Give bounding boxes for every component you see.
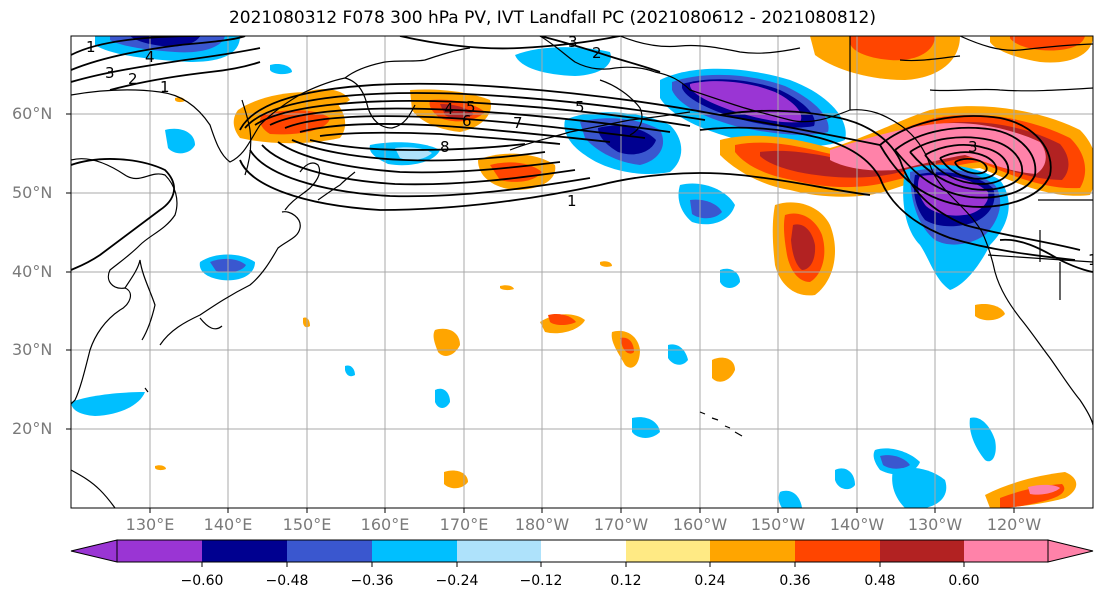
contour-label: 1 <box>160 78 170 96</box>
lat-label: 40°N <box>12 262 53 281</box>
colorbar-tick-label: 0.36 <box>779 573 811 589</box>
map-panel: 1 4 3 2 1 3 2 5 4 5 6 7 8 1 3 1 <box>71 33 1098 508</box>
colorbar-bin <box>457 540 541 562</box>
colorbar <box>70 539 1094 567</box>
colorbar-bin <box>202 540 287 562</box>
contour-label: 1 <box>567 192 577 210</box>
contour-label: 7 <box>513 114 523 132</box>
colorbar-max-extend <box>1047 539 1094 563</box>
lon-label: 140°W <box>829 515 885 534</box>
lon-label: 170°W <box>593 515 649 534</box>
colorbar-tick-label: −0.60 <box>180 573 224 589</box>
lon-label: 130°E <box>125 515 175 534</box>
lon-label: 140°E <box>203 515 253 534</box>
colorbar-tick-label: −0.12 <box>519 573 563 589</box>
contour-label: 5 <box>466 98 476 116</box>
lon-label: 180°W <box>514 515 570 534</box>
lat-label: 30°N <box>12 340 53 359</box>
contour-label: 4 <box>145 48 155 66</box>
contour-label: 2 <box>128 70 138 88</box>
colorbar-bin <box>117 540 202 562</box>
contour-label: 3 <box>105 64 115 82</box>
colorbar-bin <box>710 540 795 562</box>
colorbar-bin <box>964 540 1048 562</box>
colorbar-min-extend <box>70 539 118 563</box>
lon-label: 130°W <box>907 515 963 534</box>
colorbar-tick-label: 0.60 <box>948 573 980 589</box>
graticule <box>71 36 1093 508</box>
coastlines <box>71 36 1093 508</box>
colorbar-bin <box>626 540 710 562</box>
contour-label: 5 <box>575 98 585 116</box>
contour-label: 6 <box>462 112 472 130</box>
colorbar-bin <box>372 540 457 562</box>
contour-label: 4 <box>444 100 454 118</box>
contour-label: 3 <box>568 33 578 51</box>
lat-label: 20°N <box>12 419 53 438</box>
colorbar-tick-label: −0.36 <box>350 573 394 589</box>
contour-label: 2 <box>592 44 602 62</box>
contour-label: 3 <box>968 138 978 156</box>
colorbar-bin <box>880 540 964 562</box>
lon-label: 160°E <box>360 515 410 534</box>
lon-label: 120°W <box>986 515 1042 534</box>
colorbar-tick-label: 0.48 <box>864 573 896 589</box>
colorbar-bin <box>287 540 372 562</box>
contour-lines <box>71 36 1093 273</box>
lon-label: 170°E <box>439 515 489 534</box>
lat-label: 50°N <box>12 183 53 202</box>
contour-label-group: 1 4 3 2 1 3 2 5 4 5 6 7 8 1 3 1 <box>86 33 1098 269</box>
lon-label: 150°E <box>282 515 332 534</box>
colorbar-bin <box>795 540 880 562</box>
colorbar-outline <box>116 539 1049 563</box>
contour-label: 1 <box>86 38 96 56</box>
lon-label: 150°W <box>750 515 806 534</box>
colorbar-tick-label: −0.24 <box>435 573 479 589</box>
lon-label: 160°W <box>672 515 728 534</box>
colorbar-tick-label: 0.24 <box>694 573 726 589</box>
axis-ticks <box>66 113 1015 513</box>
colorbar-tick-label: 0.12 <box>610 573 642 589</box>
map-title: 2021080312 F078 300 hPa PV, IVT Landfall… <box>228 8 876 28</box>
colorbar-tick-label: −0.48 <box>265 573 309 589</box>
contour-label: 8 <box>440 138 450 156</box>
colorbar-bin <box>541 540 626 562</box>
lat-label: 60°N <box>12 104 53 123</box>
contour-label: 1 <box>1088 251 1098 269</box>
